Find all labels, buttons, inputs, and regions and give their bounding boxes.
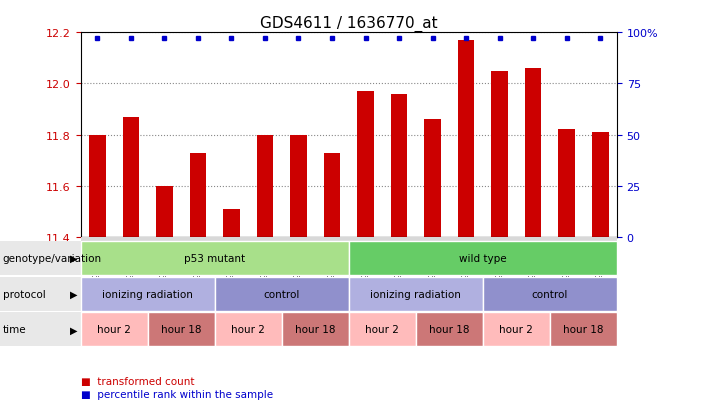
Title: GDS4611 / 1636770_at: GDS4611 / 1636770_at [260, 16, 437, 32]
Text: control: control [264, 289, 300, 299]
Bar [390, 94, 407, 237]
Bar [223, 209, 240, 237]
Bar [156, 186, 172, 237]
Bar [558, 130, 575, 237]
Text: protocol: protocol [3, 289, 46, 299]
Bar [458, 41, 475, 237]
Bar [290, 135, 307, 237]
Text: hour 18: hour 18 [429, 325, 470, 335]
Text: hour 2: hour 2 [231, 325, 265, 335]
Bar [525, 69, 541, 237]
Text: hour 2: hour 2 [97, 325, 131, 335]
Bar [189, 153, 206, 237]
Text: control: control [531, 289, 568, 299]
Bar [89, 135, 106, 237]
Text: ■  transformed count: ■ transformed count [81, 376, 194, 386]
Bar [324, 153, 341, 237]
Text: p53 mutant: p53 mutant [184, 254, 245, 263]
Text: ionizing radiation: ionizing radiation [102, 289, 193, 299]
Text: ▶: ▶ [69, 325, 77, 335]
Text: hour 18: hour 18 [161, 325, 201, 335]
Text: time: time [3, 325, 27, 335]
Bar [357, 92, 374, 237]
Bar [257, 135, 273, 237]
Text: hour 18: hour 18 [295, 325, 336, 335]
Bar [123, 117, 139, 237]
Text: ▶: ▶ [69, 254, 77, 263]
Bar [491, 71, 508, 237]
Text: wild type: wild type [459, 254, 507, 263]
Text: ■  percentile rank within the sample: ■ percentile rank within the sample [81, 389, 273, 399]
Text: genotype/variation: genotype/variation [3, 254, 102, 263]
Bar [592, 133, 608, 237]
Text: ▶: ▶ [69, 289, 77, 299]
Text: hour 2: hour 2 [499, 325, 533, 335]
Bar [424, 120, 441, 237]
Text: ionizing radiation: ionizing radiation [370, 289, 461, 299]
Text: hour 18: hour 18 [563, 325, 604, 335]
Text: hour 2: hour 2 [365, 325, 399, 335]
